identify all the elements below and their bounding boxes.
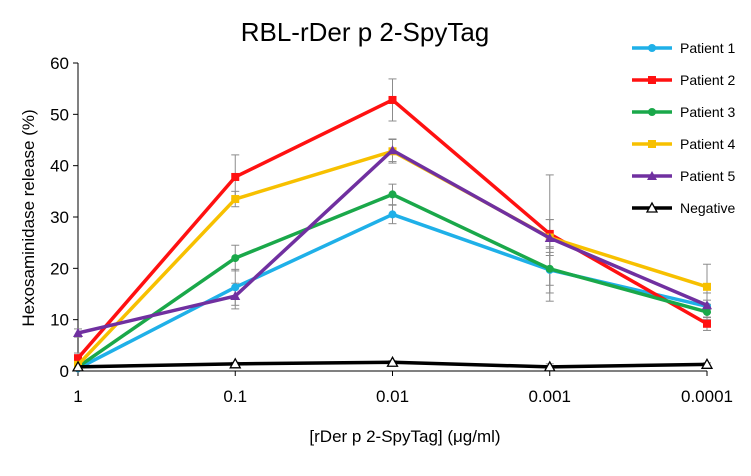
legend-label-patient-1: Patient 1 [680,40,735,56]
legend-label-patient-4: Patient 4 [680,136,735,152]
data-point-negative [229,357,242,369]
y-axis-label: Hexosaminidase release (%) [19,109,38,326]
data-point-patient-4 [703,282,711,291]
data-point-patient-1 [231,283,240,292]
legend-marker-patient-2 [648,76,656,84]
series-line-patient-5 [77,148,708,335]
legend-marker-patient-1 [648,44,656,52]
y-tick-label: 10 [50,311,69,330]
y-tick-label: 30 [50,208,69,227]
data-point-patient-5 [544,233,555,243]
legend-label-patient-3: Patient 3 [680,104,735,120]
data-point-patient-3 [388,190,397,199]
data-point-patient-2 [388,95,397,104]
data-point-patient-2 [74,354,82,363]
data-point-negative [71,360,85,372]
legend: Patient 1 Patient 2 Patient 3 Patient 4 Pati… [632,40,735,216]
data-point-patient-1 [388,210,397,219]
axes: 0 10 20 30 40 50 60 1 0.1 0.01 0.001 0.0001 [50,54,733,406]
data-point-patient-5 [230,291,241,301]
x-tick-label: 0.1 [223,387,247,406]
data-point-patient-2 [231,172,240,181]
legend-label-patient-5: Patient 5 [680,168,735,184]
legend-marker-patient-5 [647,171,657,180]
data-point-patient-3 [545,264,554,273]
data-point-patient-5 [73,328,83,338]
data-point-patient-5 [387,145,398,155]
data-point-patient-4 [231,195,240,204]
y-tick-label: 60 [50,54,69,73]
legend-marker-patient-4 [648,140,656,148]
y-tick-label: 20 [50,259,69,278]
data-point-patient-5 [702,300,712,310]
x-tick-label: 0.0001 [681,387,733,406]
data-point-patient-3 [231,254,240,263]
y-tick-label: 50 [50,105,69,124]
legend-marker-negative [645,201,659,213]
series-line-patient-1 [77,212,708,370]
plot-area [71,78,714,373]
y-tick-label: 40 [50,157,69,176]
series-line-patient-4 [76,149,708,367]
data-point-patient-3 [703,307,711,316]
legend-label-negative: Negative [680,200,735,216]
data-point-negative [543,360,556,372]
x-axis-label: [rDer p 2-SpyTag] (μg/ml) [309,427,500,446]
legend-label-patient-2: Patient 2 [680,72,735,88]
y-tick-label: 0 [60,362,69,381]
x-tick-label: 0.001 [528,387,571,406]
data-point-negative [700,357,714,369]
chart-title: RBL-rDer p 2-SpyTag [241,17,490,47]
data-point-negative [386,355,399,367]
x-tick-label: 0.01 [376,387,409,406]
data-point-patient-2 [703,319,711,328]
x-tick-label: 1 [73,387,82,406]
legend-marker-patient-3 [648,108,656,116]
